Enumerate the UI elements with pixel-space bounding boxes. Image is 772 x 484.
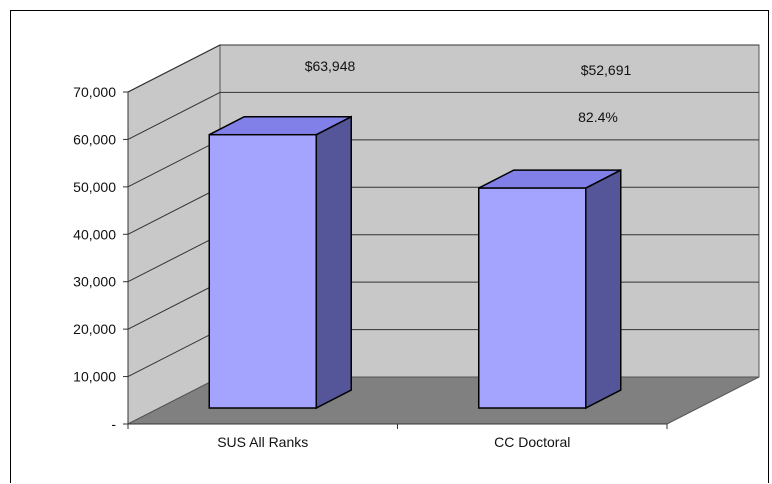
bar-front [208, 133, 317, 409]
data-label: $63,948 [305, 58, 356, 74]
bar [208, 115, 352, 410]
bar [478, 168, 622, 410]
bar-side [315, 115, 352, 410]
side-wall [127, 44, 221, 425]
y-tick-label: 40,000 [73, 226, 116, 242]
y-tick-label: - [111, 416, 116, 432]
axes: - 10,000 20,000 30,000 40,000 50,000 60,000 70,… [73, 84, 668, 432]
bars [208, 115, 622, 410]
gridline [127, 91, 759, 140]
chart-frame [10, 10, 769, 483]
y-tick-label: 60,000 [73, 131, 116, 147]
y-tick-label: 10,000 [73, 369, 116, 385]
y-tick-label: 20,000 [73, 321, 116, 337]
bar-side [585, 168, 622, 410]
data-label: $52,691 [581, 62, 632, 78]
y-tick-label: 50,000 [73, 179, 116, 195]
category-label: SUS All Ranks [217, 434, 308, 450]
annotation-label: 82.4% [578, 109, 618, 125]
y-tick-label: 70,000 [73, 84, 116, 100]
labels: SUS All Ranks CC Doctoral $63,948 $52,691 82… [217, 58, 631, 450]
gridline [127, 44, 759, 93]
y-tick-label: 30,000 [73, 274, 116, 290]
bar-front [478, 187, 587, 409]
category-label: CC Doctoral [494, 434, 570, 450]
